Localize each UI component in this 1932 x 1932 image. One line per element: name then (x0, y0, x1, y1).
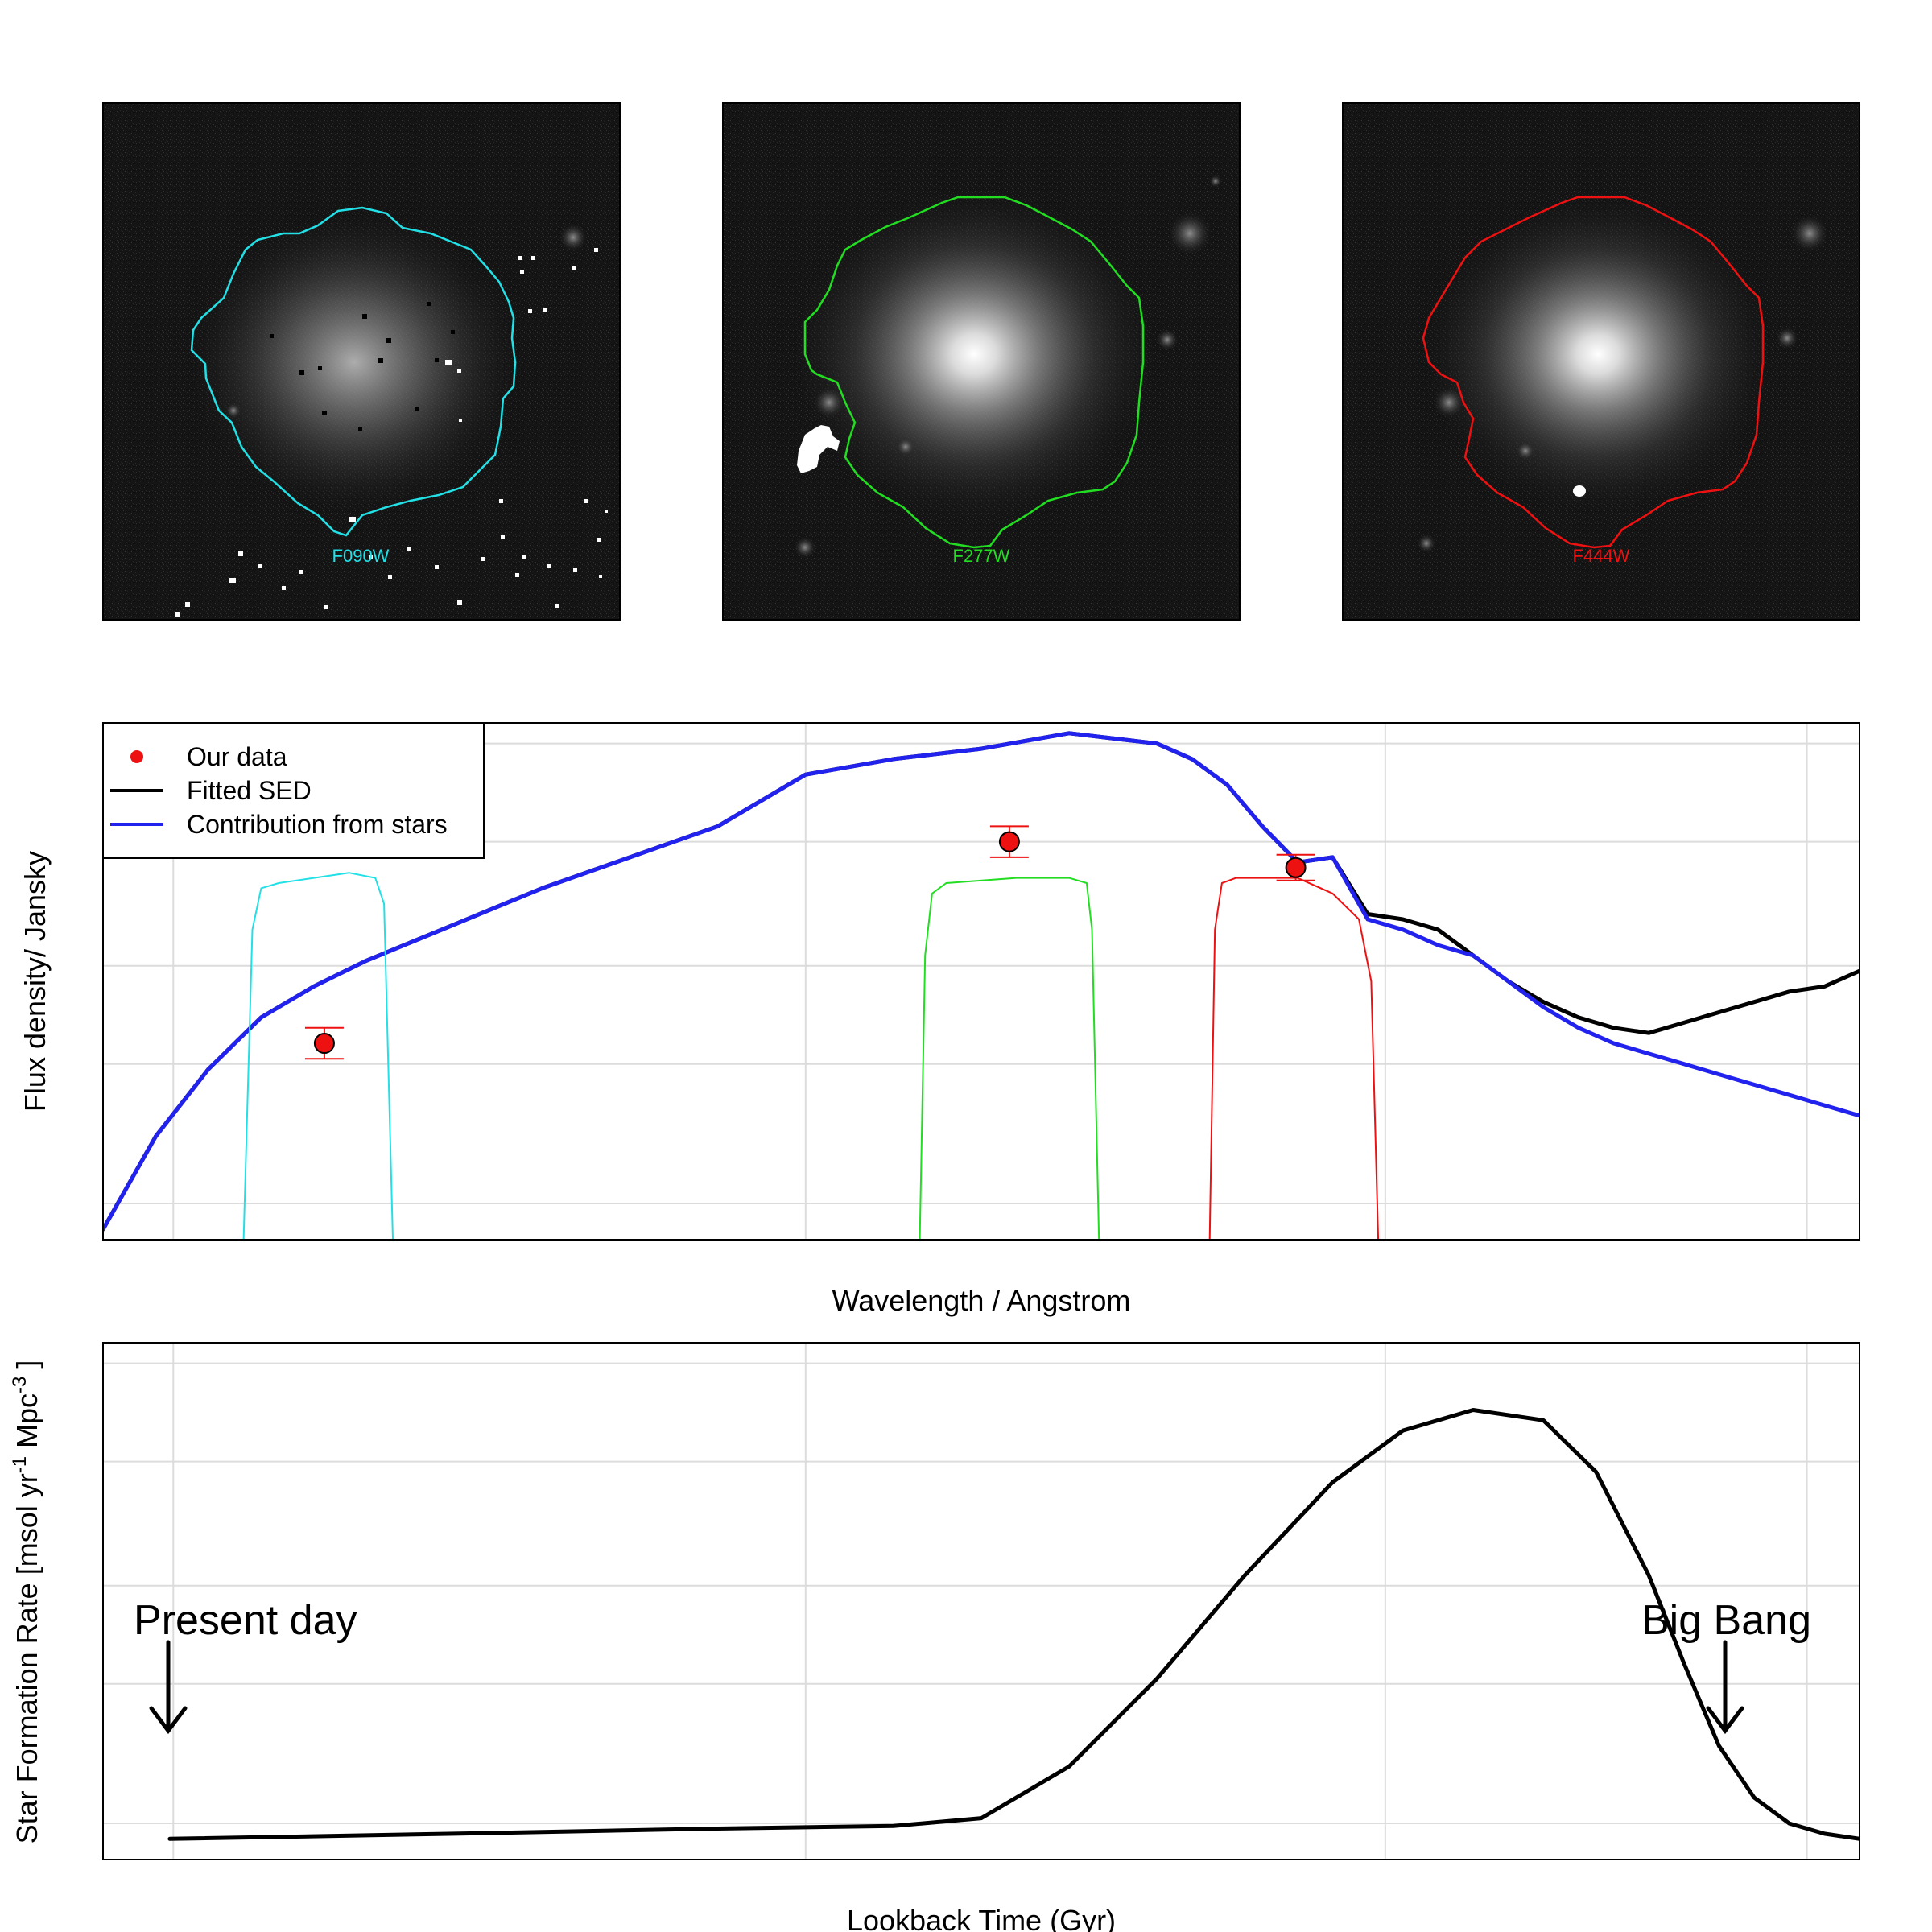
data-point (313, 1033, 335, 1055)
x-axis-label: Wavelength / Angstrom (832, 1284, 1131, 1317)
series-line-f277w-filter (919, 877, 1100, 1240)
image-panel-f277w: F277W (722, 102, 1241, 621)
x-axis-label: Lookback Time (Gyr) (847, 1904, 1116, 1932)
series-line-contribution-from-stars (103, 731, 1860, 1232)
band-label: F090W (332, 546, 390, 566)
band-label: F277W (953, 546, 1010, 566)
annotation-label: Big Bang (1641, 1597, 1811, 1644)
legend-label: Fitted SED (187, 776, 312, 805)
annotation-label: Present day (134, 1597, 357, 1644)
legend-label: Our data (187, 742, 287, 771)
image-panel-f090w: F090W (102, 102, 621, 621)
band-label: F444W (1573, 546, 1630, 566)
image-panel-f444w: F444W (1342, 102, 1860, 621)
series-line-f444w-filter (1208, 877, 1380, 1240)
series-line-sfr (167, 1408, 1860, 1841)
legend-marker-our-data (130, 750, 143, 763)
down-arrow-icon (149, 1640, 188, 1735)
legend-label: Contribution from stars (187, 810, 448, 839)
y-axis-label: Star Formation Rate [msol yr-1 Mpc-3 ] (9, 1360, 43, 1844)
annotation-present-day: Present day (134, 1597, 357, 1735)
data-point (998, 831, 1020, 852)
series-line-f090w-filter (242, 872, 394, 1240)
data-point (1285, 857, 1307, 878)
sfr-grid (103, 1343, 1860, 1860)
legend: Our data Fitted SED Contribution from st… (102, 722, 485, 859)
down-arrow-icon (1706, 1640, 1744, 1735)
sfr-chart: Present day Big Bang Lookback Time (Gyr)… (9, 1342, 1860, 1932)
sed-chart: Our data Fitted SED Contribution from st… (19, 722, 1860, 1317)
annotation-big-bang: Big Bang (1641, 1597, 1811, 1735)
y-axis-label: Flux density/ Jansky (19, 851, 52, 1112)
